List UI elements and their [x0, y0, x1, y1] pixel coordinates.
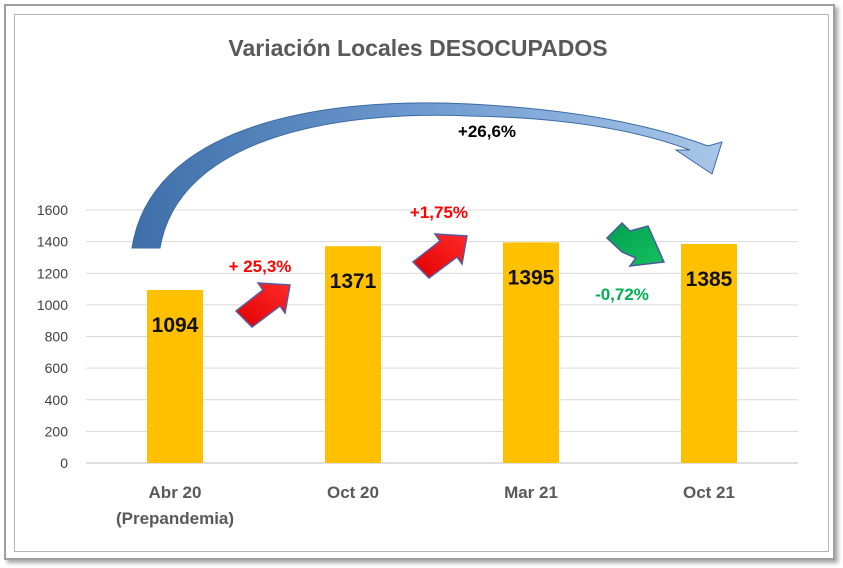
grid-layer [86, 209, 798, 464]
red-up-arrow-icon [411, 233, 468, 279]
y-tick-label: 200 [45, 423, 69, 439]
x-tick-label: Oct 20 [327, 483, 379, 502]
bar [681, 243, 737, 463]
y-tick-label: 1400 [37, 234, 68, 250]
red-up-arrow-icon [234, 282, 291, 328]
y-axis-ticks: 0 200 400 600 800 1000 1200 1400 1600 [37, 202, 68, 471]
annotation-pct-1: + 25,3% [229, 257, 292, 276]
annotation-pct-total: +26,6% [458, 122, 516, 141]
x-tick-label: Oct 21 [683, 483, 735, 502]
bar [503, 242, 559, 463]
chart-title: Variación Locales DESOCUPADOS [228, 35, 607, 61]
y-tick-label: 1600 [37, 202, 68, 218]
annotation-pct-3: -0,72% [595, 285, 649, 304]
y-tick-label: 400 [45, 392, 69, 408]
x-tick-label: (Prepandemia) [116, 509, 234, 528]
y-tick-label: 1200 [37, 265, 68, 281]
curved-arrow-icon [131, 102, 723, 249]
y-tick-label: 800 [45, 329, 69, 345]
green-down-arrow-icon [605, 221, 666, 267]
bar [147, 290, 203, 463]
bar-layer [147, 242, 737, 463]
y-tick-label: 0 [60, 455, 68, 471]
data-label-layer: 1094 1371 1395 1385 [152, 266, 733, 337]
data-label: 1395 [508, 266, 555, 289]
x-tick-label: Mar 21 [504, 483, 558, 502]
y-tick-label: 1000 [37, 297, 68, 313]
data-label: 1371 [330, 270, 377, 293]
y-tick-label: 600 [45, 360, 69, 376]
annotation-pct-2: +1,75% [410, 203, 468, 222]
data-label: 1094 [152, 314, 199, 337]
x-tick-label: Abr 20 [149, 483, 202, 502]
bar [325, 246, 381, 463]
data-label: 1385 [686, 268, 733, 291]
x-axis-ticks: Abr 20 (Prepandemia) Oct 20 Mar 21 Oct 21 [116, 483, 735, 528]
